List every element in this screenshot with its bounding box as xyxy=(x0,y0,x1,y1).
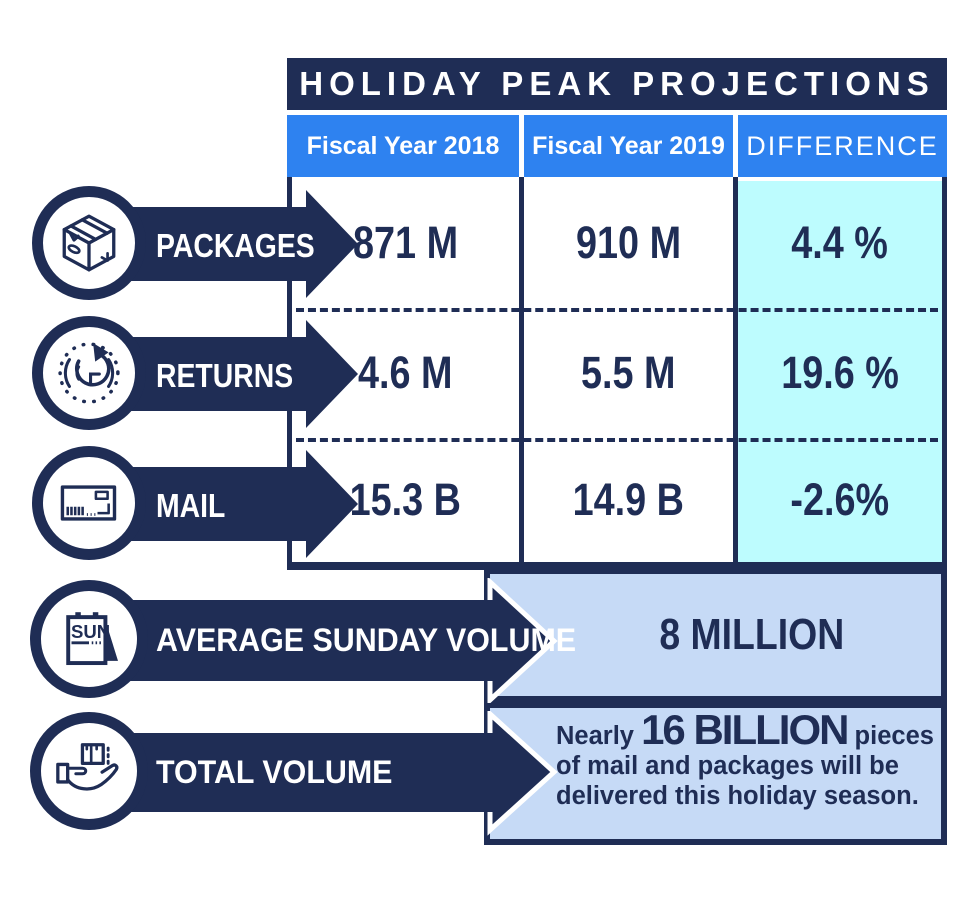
row-separator-1 xyxy=(296,308,938,312)
table-border-bottom xyxy=(287,562,947,570)
sunday-volume-value: 8 MILLION xyxy=(659,610,844,659)
difference-column-highlight xyxy=(738,181,942,562)
packages-icon-circle xyxy=(32,186,146,300)
sunday-icon-circle: SUN xyxy=(30,580,148,698)
package-box-icon xyxy=(62,214,116,272)
table-divider-1 xyxy=(519,177,524,562)
cell-mail-difference: -2.6% xyxy=(790,474,890,525)
cell-mail-fy2018: 15.3 B xyxy=(349,474,462,525)
table-divider-2 xyxy=(733,177,738,562)
sunday-volume-box: 8 MILLION xyxy=(484,568,947,702)
total-icon-circle xyxy=(30,712,148,830)
page-title: HOLIDAY PEAK PROJECTIONS xyxy=(299,65,935,102)
hand-package-icon xyxy=(56,743,119,791)
total-text-prefix: Nearly xyxy=(556,722,634,750)
column-header-fy2019: Fiscal Year 2019 xyxy=(524,115,733,177)
column-header-fy2018: Fiscal Year 2018 xyxy=(287,115,519,177)
packages-arrow xyxy=(88,190,358,298)
packages-label: PACKAGES xyxy=(156,227,315,264)
cell-mail-fy2019: 14.9 B xyxy=(572,474,685,525)
calendar-day-text: SUN xyxy=(71,621,110,642)
cell-packages-fy2018: 871 M xyxy=(352,216,459,268)
returns-arrow xyxy=(88,320,358,428)
total-text-value: 16 BILLION xyxy=(641,706,849,753)
mail-icon xyxy=(60,485,117,521)
cell-packages-fy2019: 910 M xyxy=(575,216,682,268)
returns-label: RETURNS xyxy=(156,357,294,394)
sunday-volume-label: AVERAGE SUNDAY VOLUME xyxy=(156,622,577,658)
total-text-suffix: pieces of mail and packages will be deli… xyxy=(556,722,934,811)
total-volume-text: Nearly 16 BILLION pieces of mail and pac… xyxy=(556,709,948,811)
column-header-difference: DIFFERENCE xyxy=(738,115,947,177)
row-separator-2 xyxy=(296,438,938,442)
total-volume-label: TOTAL VOLUME xyxy=(156,754,393,790)
mail-icon-circle xyxy=(32,446,146,560)
returns-icon xyxy=(58,342,120,404)
sunday-volume-arrow xyxy=(88,578,558,703)
total-volume-arrow xyxy=(88,711,558,836)
table-border-right xyxy=(942,177,947,570)
cell-returns-difference: 19.6 % xyxy=(781,347,899,398)
sunday-calendar-icon: SUN xyxy=(66,612,118,666)
cell-packages-difference: 4.4 % xyxy=(791,216,889,268)
mail-arrow xyxy=(88,450,358,558)
table-title-bar: HOLIDAY PEAK PROJECTIONS xyxy=(287,58,947,110)
cell-returns-fy2019: 5.5 M xyxy=(581,347,676,398)
returns-icon-circle xyxy=(32,316,146,430)
cell-returns-fy2018: 4.6 M xyxy=(358,347,453,398)
mail-label: MAIL xyxy=(156,487,226,524)
total-volume-box: Nearly 16 BILLION pieces of mail and pac… xyxy=(484,702,947,845)
